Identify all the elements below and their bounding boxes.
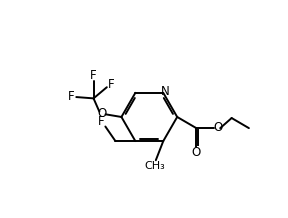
Text: CH₃: CH₃ — [144, 161, 165, 171]
Text: F: F — [98, 115, 105, 128]
Text: O: O — [97, 107, 107, 120]
Text: N: N — [161, 85, 170, 98]
Text: F: F — [68, 90, 74, 103]
Text: O: O — [213, 121, 222, 134]
Text: F: F — [90, 69, 97, 82]
Text: F: F — [108, 78, 115, 91]
Text: O: O — [192, 146, 201, 158]
